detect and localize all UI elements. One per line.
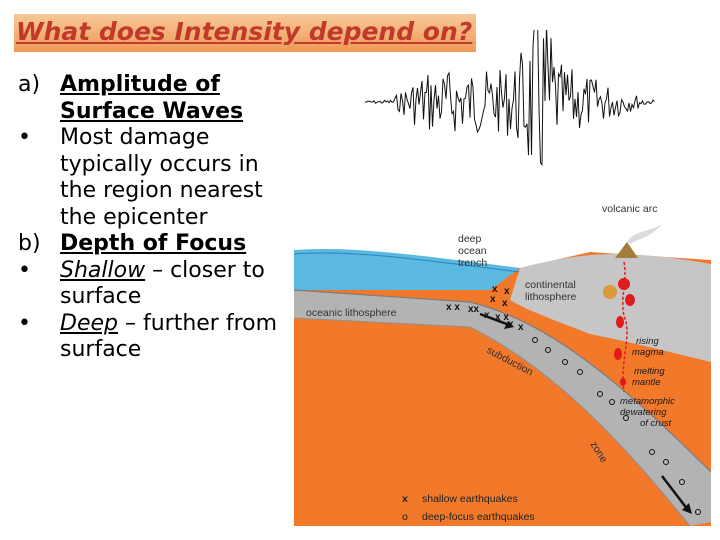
label-metamorphic: metamorphic [620,396,675,407]
label-continental: continental [525,279,576,291]
arrow-head [504,321,514,329]
label-trench: deep [458,233,482,245]
label-continental: lithosphere [525,291,577,303]
svg-text:x x: x x [446,302,460,313]
magma-blob [618,278,630,290]
magma-blob [603,285,617,299]
legend-label-deep: deep-focus earthquakes [422,511,535,523]
label-trench: ocean [458,245,487,257]
ocean-wave-line [293,252,521,273]
magma-blob [620,378,626,386]
label-metamorphic: dewatering [620,407,667,418]
svg-text:x: x [492,284,498,295]
svg-text:x: x [504,286,510,297]
item-marker: a) [18,72,41,97]
legend-label-shallow: shallow earthquakes [422,493,518,505]
plate-bottom-edge [293,317,691,527]
list-item-damage: • Most damage typically occurs in the re… [18,125,290,231]
diagram-legend: x shallow earthquakes o deep-focus earth… [402,493,535,523]
ocean [294,248,520,290]
oceanic-lithosphere [294,290,711,526]
svg-text:x: x [490,294,496,305]
plate-top-edge [293,289,712,473]
subduction-diagram: x xxx xx x xx xx xx volcanic arc deep oc… [290,172,715,530]
item-text: Depth of Focus [60,231,247,256]
item-text: Deep – further from surface [60,311,290,364]
emphasis-word: Shallow [60,257,146,283]
bullet-marker: • [18,125,31,150]
magma-blob [616,316,624,328]
magma-blob [614,348,622,360]
magma-blob [625,294,635,306]
bullet-marker: • [18,310,31,336]
deep-earthquake-markers [532,337,701,515]
volcano-plume [627,224,662,244]
slide-body: a) Amplitude of Surface Waves • Most dam… [18,72,290,364]
slide-title: What does Intensity depend on? [14,14,477,52]
list-item-depth: b) Depth of Focus [18,231,290,258]
continental-lithosphere [510,254,711,362]
label-melting-mantle: mantle [632,377,661,388]
label-rising-magma: rising [636,336,659,347]
item-rest: – closer to surface [60,257,265,310]
svg-text:x: x [502,298,508,309]
sky-region [294,176,711,272]
label-trench: trench [458,257,487,269]
label-metamorphic: of crust [640,418,672,429]
label-rising-magma: magma [632,347,664,358]
arrow-head [682,503,692,514]
seismogram-trace [365,30,655,166]
item-text: Amplitude of Surface Waves [60,72,244,124]
label-oceanic: oceanic lithosphere [306,307,397,319]
legend-symbol-shallow: x [402,493,408,505]
svg-text:xx: xx [468,304,480,315]
item-text: Most damage typically occurs in the regi… [60,125,263,230]
emphasis-word: Deep [60,310,118,336]
list-item-amplitude: a) Amplitude of Surface Waves [18,72,290,125]
list-item-shallow: • Shallow – closer to surface [18,258,290,311]
label-melting-mantle: melting [634,366,665,377]
svg-text:x x: x x [495,312,509,323]
list-item-deep: • Deep – further from surface [18,311,290,364]
seismogram-image [365,30,655,166]
label-volcanic-arc: volcanic arc [602,203,657,215]
volcano [615,242,638,258]
item-marker: b) [18,231,41,256]
svg-text:x: x [518,322,524,333]
legend-symbol-deep: o [402,511,408,523]
item-text: Shallow – closer to surface [60,258,290,311]
item-rest: – further from surface [60,310,278,363]
bullet-marker: • [18,257,31,283]
